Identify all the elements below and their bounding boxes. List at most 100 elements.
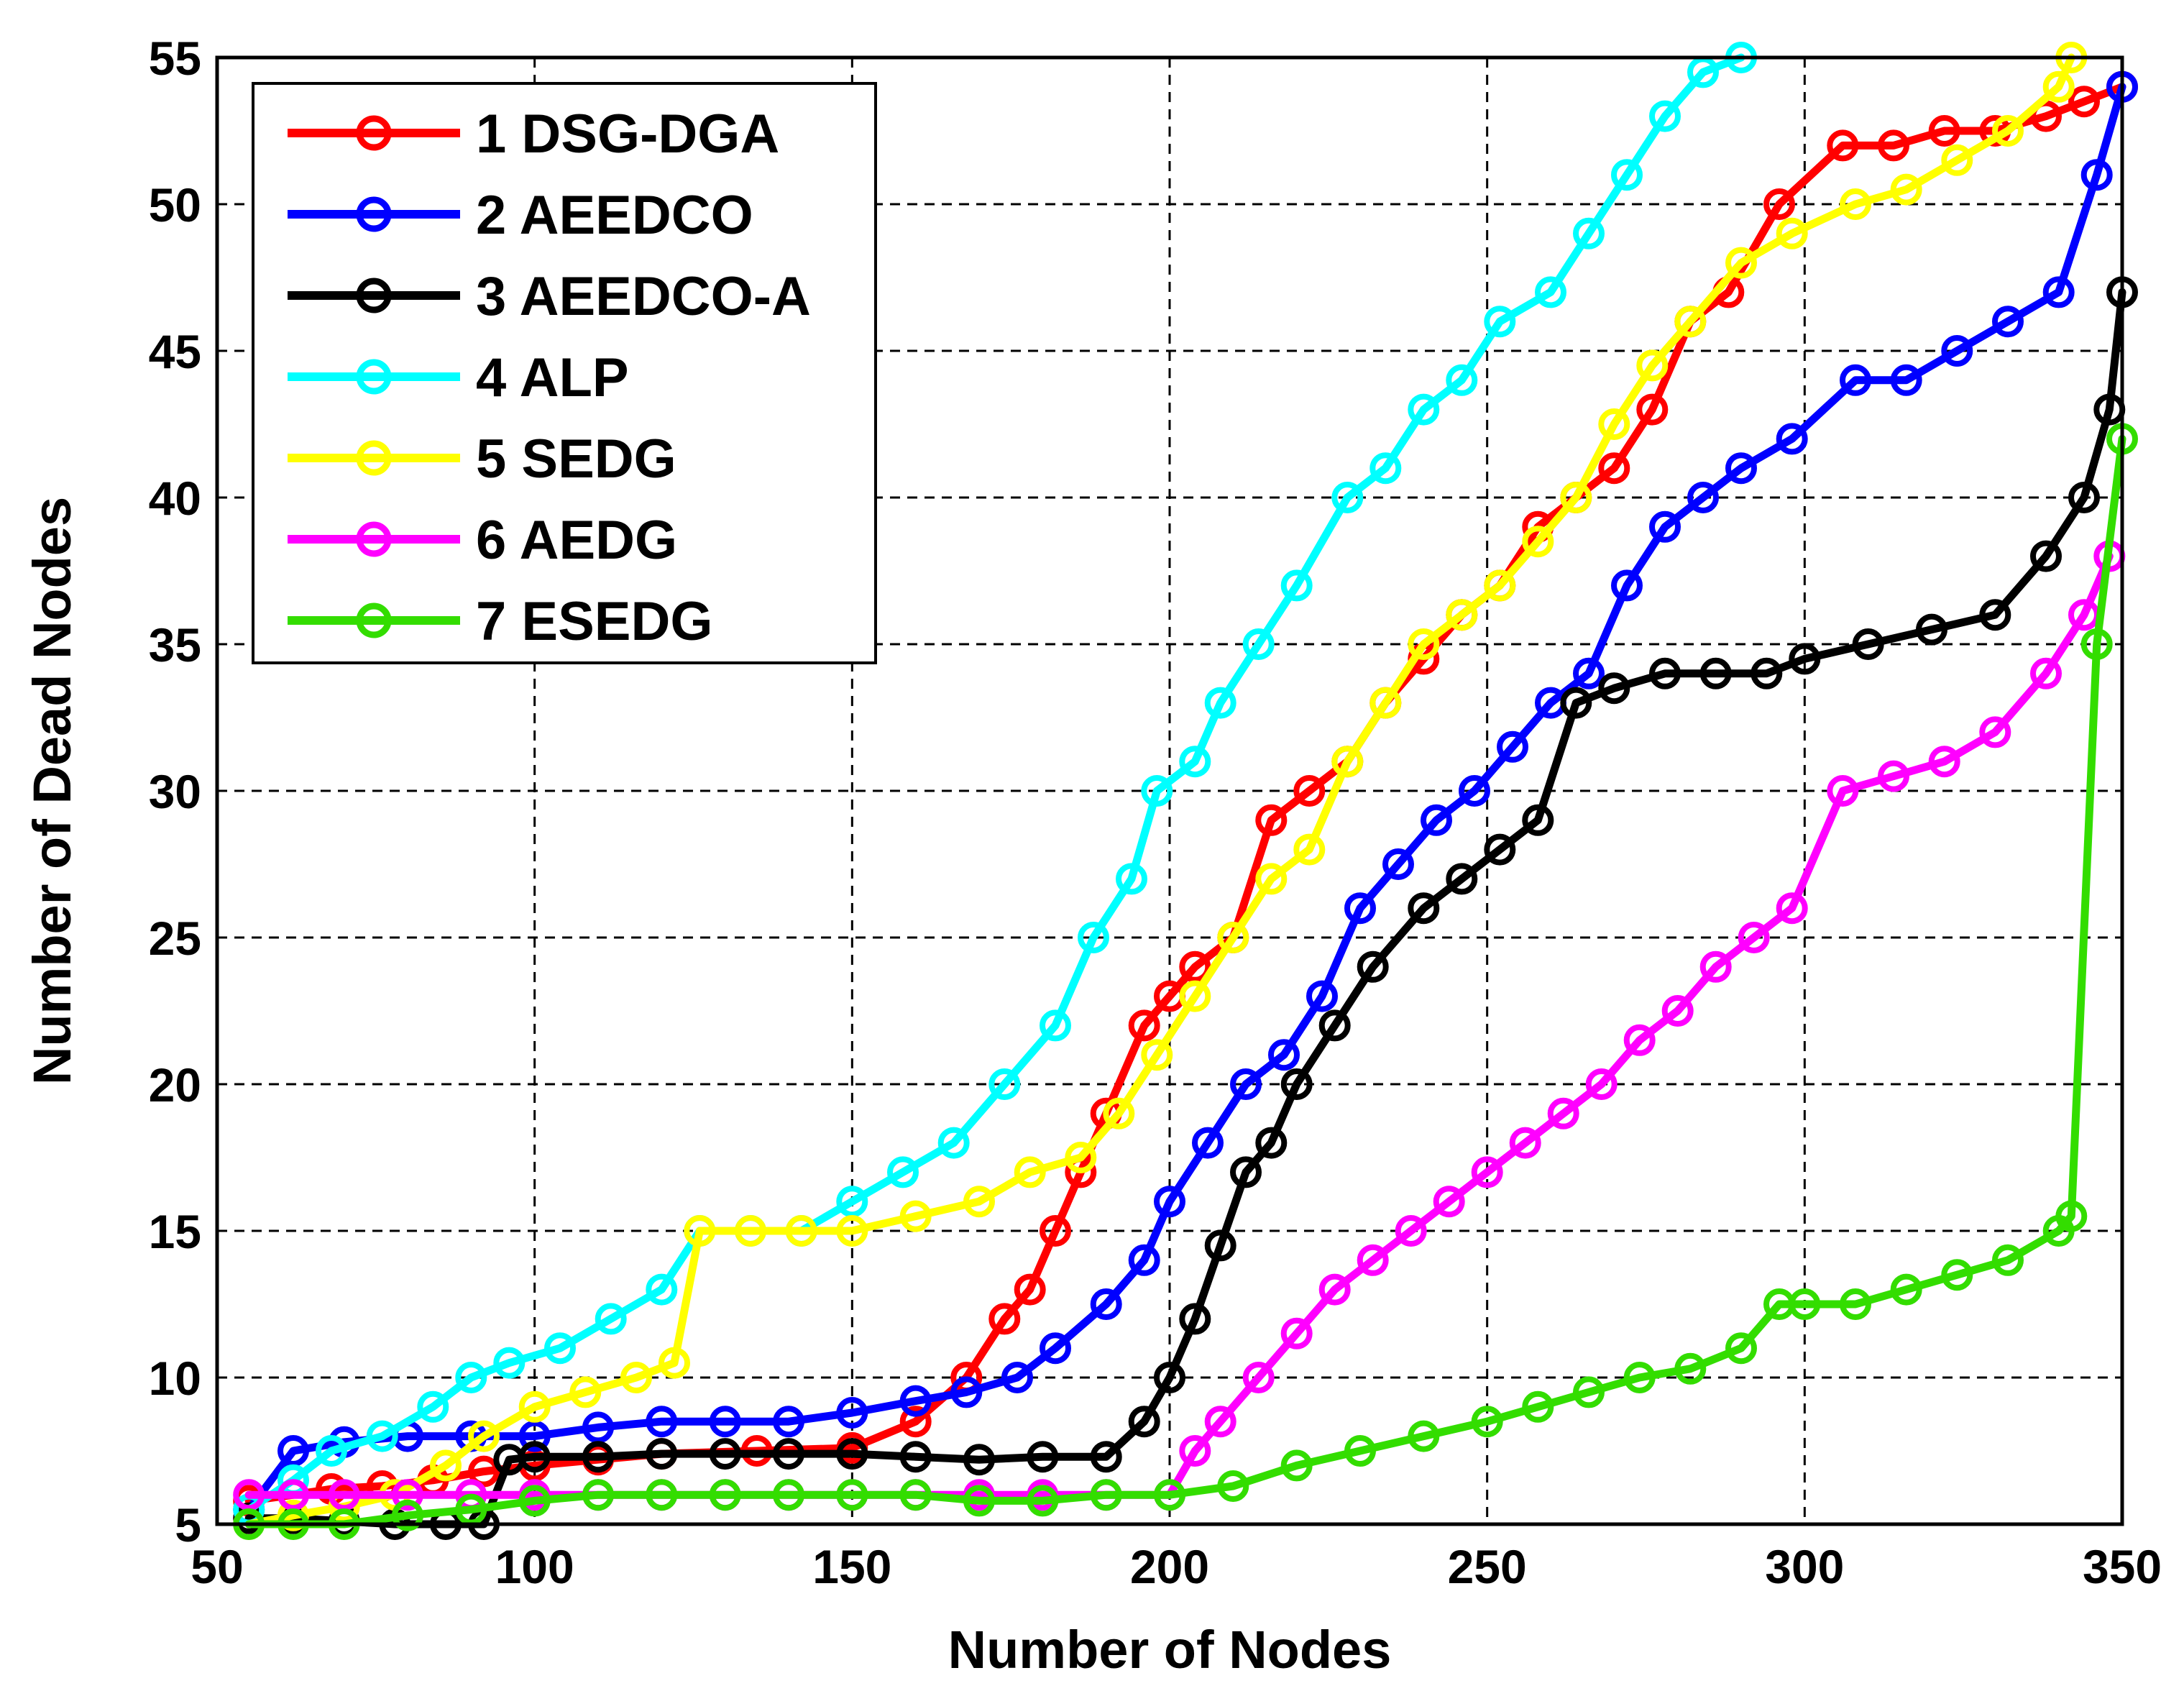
data-point [937,1127,970,1159]
data-point [1217,922,1249,953]
series-layer [233,42,2138,1540]
x-tick-label: 50 [191,1540,243,1593]
data-point [1751,657,1783,689]
data-point [2030,540,2062,572]
data-point [1611,569,1643,602]
y-tick-label: 10 [149,1352,201,1405]
data-point [1154,1186,1185,1218]
data-point [1014,1156,1046,1188]
data-point [836,1215,868,1247]
data-point [1674,306,1707,338]
data-point [1992,306,2024,338]
data-point [1395,1215,1427,1247]
data-point [518,1390,551,1423]
data-point [2068,482,2100,513]
y-tick-label: 50 [149,178,201,232]
data-point [1408,393,1440,426]
data-point [455,1362,487,1393]
data-point [1280,1317,1313,1349]
data-point [233,1479,265,1511]
data-point [1433,1186,1465,1218]
data-point [1916,613,1947,646]
y-tick-label: 15 [149,1205,201,1258]
data-point [1649,100,1681,132]
data-point [1280,569,1313,602]
data-point [1560,482,1592,513]
data-point [963,1444,995,1476]
data-point [1331,482,1364,513]
y-tick-label: 20 [149,1058,201,1112]
data-point [1280,1068,1313,1100]
legend-label: 6 AEDG [476,510,677,571]
data-point [1103,1097,1135,1129]
data-point [1674,1352,1707,1385]
data-point [1573,217,1605,249]
data-point [1522,804,1554,836]
data-point [1535,276,1566,308]
data-point [1446,863,1478,895]
data-point [392,1479,423,1511]
data-point [392,1499,423,1531]
data-point [1446,599,1478,631]
data-point [1509,1127,1541,1159]
data-point [1878,760,1909,792]
data-point [1230,1068,1262,1100]
data-point [1598,452,1630,485]
y-tick-label: 25 [149,912,201,965]
data-point [1789,1288,1821,1320]
legend-entry: 2 AEEDCO [288,185,753,246]
data-point [582,1479,614,1511]
data-point [646,1479,678,1511]
data-point [417,1390,449,1423]
data-point [1890,173,1922,206]
data-point [1128,1244,1160,1276]
x-tick-label: 250 [1448,1540,1527,1593]
data-point [1522,1390,1554,1423]
data-point [1230,1156,1262,1188]
data-point [1014,1273,1046,1306]
data-point [1687,482,1719,513]
data-point [836,1397,868,1429]
legend-entry: 7 ESEDG [288,591,712,652]
data-point [1699,657,1732,689]
data-point [1344,892,1376,925]
legend-label: 5 SEDG [476,429,676,490]
series-4 [233,42,1757,1526]
data-point [1344,1435,1376,1467]
data-point [1382,848,1414,880]
data-point [963,1485,995,1517]
data-point [1776,423,1808,455]
legend-marker [356,278,392,313]
data-point [1699,950,1732,983]
data-point [1318,1273,1351,1306]
data-point [899,1385,932,1417]
data-point [836,1438,868,1470]
data-point [773,1479,804,1511]
data-point [595,1303,627,1335]
plot-frame [215,55,2124,1526]
data-point [1598,408,1630,440]
data-point [1573,1376,1605,1408]
data-point [1408,892,1440,925]
data-point [1268,1039,1300,1071]
data-point [1878,129,1909,162]
data-point [1738,922,1770,953]
legend-entry: 3 AEEDCO-A [288,266,811,327]
data-point [899,1441,932,1473]
data-point [1827,129,1859,162]
data-point [1141,775,1173,807]
data-point [1255,863,1288,895]
x-tick-label: 350 [2083,1540,2162,1593]
data-point [2030,657,2062,689]
data-point [1078,922,1109,953]
series-line [244,288,2126,1529]
data-point [646,1406,678,1438]
data-point [277,1479,309,1511]
y-tick-label: 55 [149,32,201,85]
data-point [518,1485,551,1517]
legend-marker [356,196,392,232]
data-point [1446,364,1478,396]
data-point [1941,144,1973,176]
data-point [1090,1479,1122,1511]
data-point [684,1215,716,1247]
